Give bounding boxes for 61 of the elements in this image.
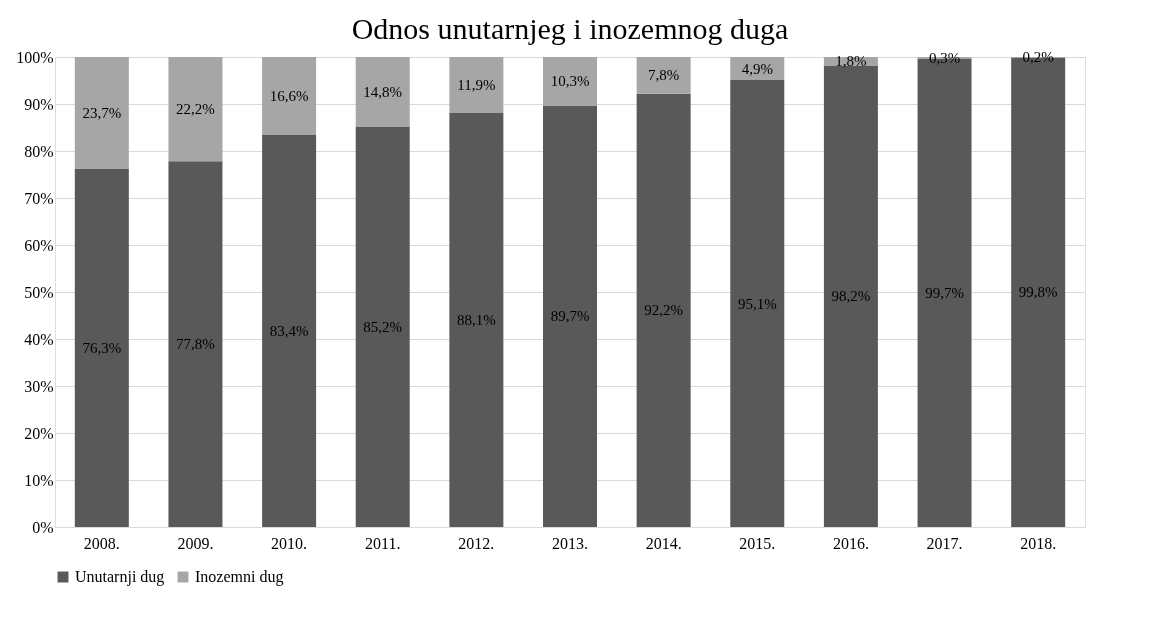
y-tick-label: 60% <box>24 236 54 254</box>
legend-label: Unutarnji dug <box>75 568 165 586</box>
x-tick-label: 2016. <box>832 534 869 552</box>
x-tick-label: 2012. <box>458 534 495 552</box>
data-label: 95,1% <box>737 295 777 312</box>
y-tick-label: 50% <box>24 283 54 301</box>
data-label: 89,7% <box>550 308 590 325</box>
data-label: 0,3% <box>928 49 961 66</box>
data-label: 77,8% <box>176 336 215 353</box>
x-tick-label: 2010. <box>271 534 308 552</box>
legend-label: Inozemni dug <box>195 568 284 586</box>
data-label: 99,8% <box>1018 284 1058 301</box>
x-tick-label: 2009. <box>177 534 214 552</box>
bar <box>74 57 129 169</box>
bar <box>543 57 597 106</box>
data-label: 7,8% <box>648 67 680 84</box>
y-tick-label: 10% <box>24 471 54 489</box>
data-label: 4,9% <box>741 60 773 77</box>
data-label: 88,1% <box>456 311 496 328</box>
x-tick-label: 2011. <box>365 534 401 552</box>
x-tick-label: 2017. <box>926 534 963 552</box>
y-tick-label: 0% <box>32 518 54 536</box>
bar <box>636 93 691 527</box>
data-label: 11,9% <box>457 76 496 93</box>
y-tick-label: 100% <box>16 48 54 66</box>
bar <box>449 57 504 113</box>
data-label: 23,7% <box>82 104 122 121</box>
chart-title: Odnos unutarnjeg i inozemnog duga <box>351 12 789 45</box>
data-label: 22,2% <box>176 101 215 118</box>
data-label: 99,7% <box>925 284 964 301</box>
y-tick-label: 80% <box>24 142 54 160</box>
data-label: 98,2% <box>831 288 871 305</box>
bar <box>543 105 597 527</box>
x-tick-label: 2013. <box>552 534 588 552</box>
y-tick-label: 30% <box>24 377 54 395</box>
data-label: 10,3% <box>550 73 590 90</box>
x-tick-label: 2015. <box>739 534 776 552</box>
bar <box>730 80 785 527</box>
bar <box>355 57 410 127</box>
data-label: 83,4% <box>269 323 309 340</box>
y-tick-label: 20% <box>24 424 54 442</box>
data-label: 85,2% <box>363 318 403 335</box>
data-label: 1,8% <box>835 53 867 70</box>
data-label: 14,8% <box>363 83 403 100</box>
bar <box>355 126 410 527</box>
x-tick-label: 2018. <box>1020 534 1057 552</box>
data-label: 76,3% <box>82 339 122 356</box>
data-label: 16,6% <box>269 88 309 105</box>
bar <box>262 135 317 527</box>
bar <box>168 57 223 162</box>
y-tick-label: 90% <box>24 95 54 113</box>
bar <box>74 168 129 527</box>
bar <box>449 112 504 527</box>
data-label: 92,2% <box>644 302 684 319</box>
x-tick-label: 2008. <box>83 534 120 552</box>
x-tick-label: 2014. <box>645 534 682 552</box>
bar <box>636 57 691 94</box>
y-tick-label: 40% <box>24 330 54 348</box>
bar <box>262 57 317 136</box>
y-tick-label: 70% <box>24 189 54 207</box>
bar <box>168 161 223 527</box>
